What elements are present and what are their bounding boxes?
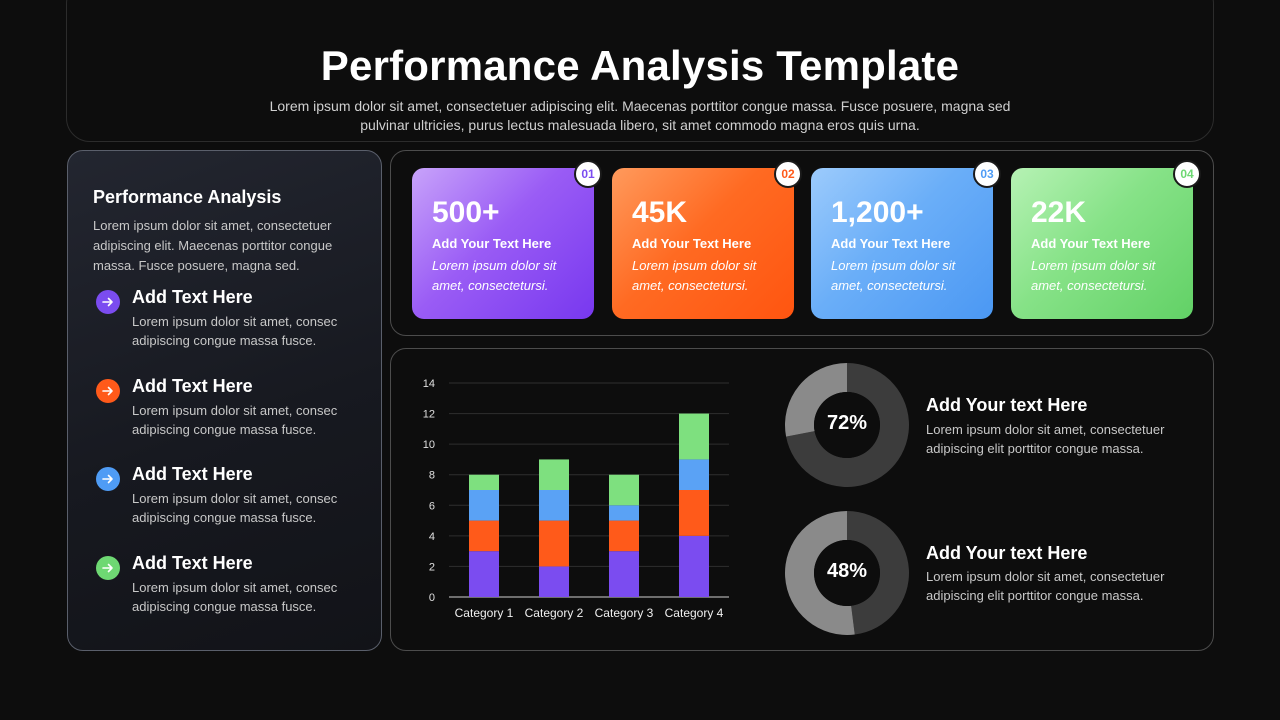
y-tick-label: 4: [429, 531, 435, 543]
donut-value: 48%: [826, 560, 868, 582]
donut-segment-value: [786, 363, 909, 487]
bar-segment: [609, 474, 639, 506]
left-panel-description: Lorem ipsum dolor sit amet, consectetuer…: [93, 218, 333, 273]
bar-segment: [609, 520, 639, 552]
left-panel-title: Performance Analysis: [93, 187, 282, 207]
y-tick-label: 10: [423, 439, 435, 451]
stat-card: 01 500+ Add Your Text Here Lorem ipsum d…: [412, 160, 602, 319]
bar-segment: [679, 490, 709, 536]
stat-label: Add Your Text Here: [632, 236, 752, 251]
list-item-title: Add Text Here: [132, 464, 253, 484]
bar-segment: [539, 459, 569, 490]
percent-item-title: Add Your text Here: [926, 395, 1088, 415]
stat-badge: 04: [1173, 160, 1201, 188]
chart-panel: 0 2 4 6 8 10 12 14 Category 1 Category 2 Category …: [390, 348, 1214, 651]
stacked-bar-chart: 0 2 4 6 8 10 12 14 Category 1 Category 2 Category …: [423, 378, 729, 620]
donut-segment-value: [847, 511, 909, 635]
x-tick-label: Category 1: [455, 606, 514, 620]
stat-badge: 01: [574, 160, 602, 188]
stat-description: Lorem ipsum dolor sit amet, consecteturs…: [432, 258, 557, 293]
y-tick-label: 0: [429, 592, 435, 604]
arrow-right-icon: [96, 467, 120, 491]
donut-value: 72%: [826, 412, 868, 434]
bar-segment: [539, 520, 569, 567]
stat-description: Lorem ipsum dolor sit amet, consecteturs…: [1031, 258, 1156, 293]
list-item-description: Lorem ipsum dolor sit amet, consec adipi…: [132, 491, 338, 525]
y-tick-label: 2: [429, 561, 435, 573]
x-tick-label: Category 4: [665, 606, 724, 620]
donut-chart: [785, 363, 909, 487]
list-item-description: Lorem ipsum dolor sit amet, consec adipi…: [132, 403, 338, 437]
stat-value: 1,200+: [831, 196, 924, 229]
bar-segment: [679, 459, 709, 490]
page-subtitle: Lorem ipsum dolor sit amet, consectetuer…: [269, 98, 1011, 133]
stat-badge: 02: [774, 160, 802, 188]
donut-chart: [785, 511, 909, 635]
y-tick-label: 8: [429, 470, 435, 482]
y-tick-label: 6: [429, 500, 435, 512]
bar-segment: [539, 566, 569, 597]
arrow-right-icon: [96, 556, 120, 580]
stat-value: 500+: [432, 196, 500, 229]
left-panel: Performance Analysis Lorem ipsum dolor s…: [67, 150, 382, 651]
donut-segment-rest: [785, 363, 847, 437]
stat-description: Lorem ipsum dolor sit amet, consecteturs…: [632, 258, 757, 293]
y-tick-label: 12: [423, 409, 435, 421]
bar-segment: [679, 535, 709, 597]
page-title: Performance Analysis Template: [320, 42, 960, 89]
list-item-title: Add Text Here: [132, 553, 253, 573]
stat-card: 02 45K Add Your Text Here Lorem ipsum do…: [612, 160, 802, 319]
list-item-title: Add Text Here: [132, 287, 253, 307]
bar-segment: [469, 490, 499, 521]
bar-segment: [469, 551, 499, 597]
arrow-right-icon: [96, 379, 120, 403]
bar-segment: [469, 520, 499, 552]
donut-hole: [814, 392, 880, 458]
stat-label: Add Your Text Here: [432, 236, 552, 251]
bar-segment: [539, 490, 569, 521]
bar-segment: [469, 474, 499, 490]
x-tick-label: Category 2: [525, 606, 584, 620]
stat-value: 45K: [632, 196, 688, 229]
y-tick-label: 14: [423, 378, 435, 390]
stat-label: Add Your Text Here: [831, 236, 951, 251]
arrow-right-icon: [96, 290, 120, 314]
stat-label: Add Your Text Here: [1031, 236, 1151, 251]
stat-value: 22K: [1031, 196, 1087, 229]
bar-segment: [679, 413, 709, 460]
header-frame: [66, 0, 1214, 142]
percent-item-description: Lorem ipsum dolor sit amet, consectetuer…: [926, 422, 1165, 456]
stat-description: Lorem ipsum dolor sit amet, consecteturs…: [831, 258, 956, 293]
list-item-description: Lorem ipsum dolor sit amet, consec adipi…: [132, 314, 338, 348]
list-item-title: Add Text Here: [132, 376, 253, 396]
list-item-description: Lorem ipsum dolor sit amet, consec adipi…: [132, 580, 338, 614]
percent-item-title: Add Your text Here: [926, 543, 1088, 563]
bar-segment: [609, 505, 639, 521]
stats-panel: 01 500+ Add Your Text Here Lorem ipsum d…: [390, 150, 1214, 336]
bar-segment: [609, 551, 639, 597]
stat-card: 03 1,200+ Add Your Text Here Lorem ipsum…: [811, 160, 1001, 319]
x-tick-label: Category 3: [595, 606, 654, 620]
stat-card: 04 22K Add Your Text Here Lorem ipsum do…: [1011, 160, 1201, 319]
percent-item-description: Lorem ipsum dolor sit amet, consectetuer…: [926, 569, 1165, 603]
donut-hole: [814, 540, 880, 606]
donut-segment-rest: [785, 511, 855, 635]
stat-badge: 03: [973, 160, 1001, 188]
